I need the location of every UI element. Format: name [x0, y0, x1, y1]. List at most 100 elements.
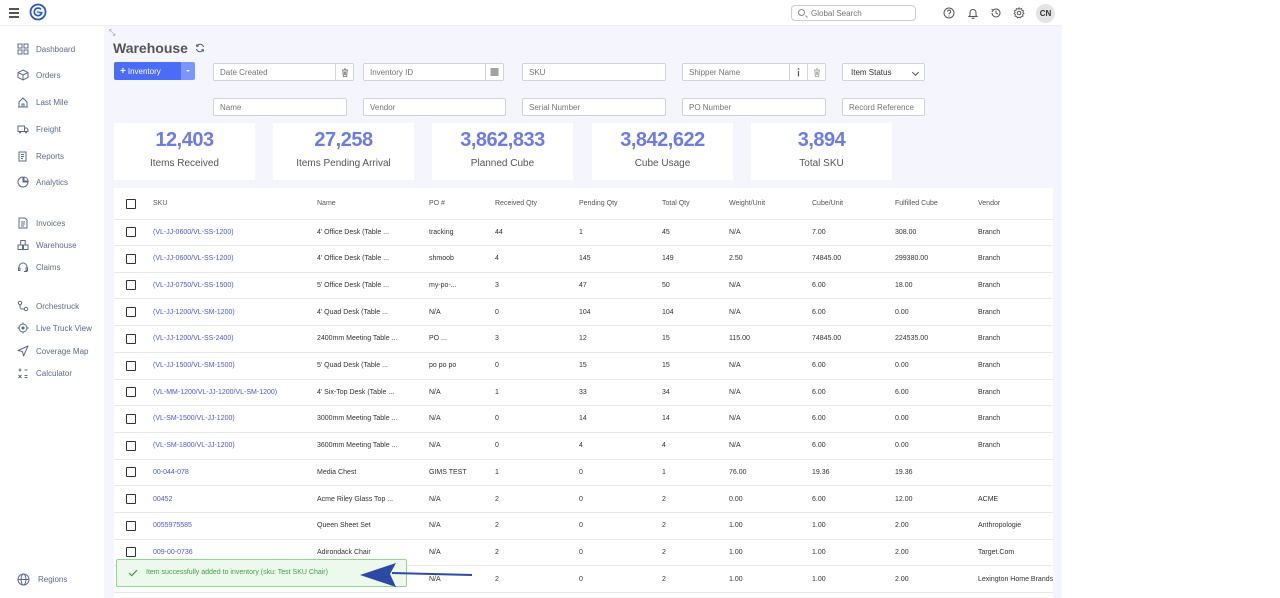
serial-number-input[interactable] [529, 102, 659, 113]
vendor-field[interactable] [363, 98, 506, 116]
row-checkbox[interactable] [126, 387, 136, 398]
record-reference-input[interactable] [849, 102, 918, 113]
user-avatar[interactable]: CN [1036, 4, 1055, 23]
history-icon[interactable] [990, 7, 1002, 19]
sidebar-item-dashboard[interactable]: Dashboard [17, 42, 75, 56]
inventory-dropdown-toggle[interactable] [181, 62, 195, 80]
table-row[interactable]: (VL-JJ-1200/VL-SM-1200) 4' Quad Desk (Tab… [114, 299, 1053, 327]
table-row[interactable]: (VL-JJ-1200/VL-SS-2400) 2400mm Meeting Ta… [114, 326, 1053, 353]
po-number-input[interactable] [689, 102, 819, 113]
table-row[interactable]: (VL-JJ-0750/VL-SS-1500) 5' Office Desk (T… [114, 272, 1053, 300]
column-header-fulfilled-cube[interactable]: Fulfilled Cube [895, 200, 938, 207]
sidebar-item-claims[interactable]: Claims [17, 260, 60, 274]
name-field[interactable] [213, 98, 347, 116]
sku-cell[interactable]: (VL-JJ-0750/VL-SS-1500) [153, 281, 234, 289]
sku-cell[interactable]: 0055975585 [153, 522, 192, 530]
sku-cell[interactable]: 009-00-0736 [153, 548, 193, 556]
column-header-received-qty[interactable]: Received Qty [495, 200, 538, 207]
serial-number-field[interactable] [522, 98, 666, 116]
table-row[interactable]: 0055975585 Queen Sheet Set N/A 2 0 2 1.00 1.00 2… [114, 513, 1053, 540]
shipper-name-input[interactable] [689, 67, 785, 78]
shipper-name-field[interactable] [682, 63, 826, 81]
name-input[interactable] [220, 102, 340, 113]
sidebar-item-invoices[interactable]: Invoices [17, 216, 65, 230]
sidebar-item-reports[interactable]: Reports [17, 149, 64, 163]
row-checkbox[interactable] [126, 520, 136, 531]
row-checkbox[interactable] [126, 467, 136, 478]
sku-field[interactable] [522, 63, 666, 81]
column-header-po[interactable]: PO # [429, 200, 445, 207]
gear-icon[interactable] [1013, 7, 1025, 19]
sidebar-item-live-truck-view[interactable]: Live Truck View [17, 321, 92, 335]
column-header-name[interactable]: Name [317, 200, 336, 207]
row-checkbox[interactable] [126, 227, 136, 237]
column-header-cube-unit[interactable]: Cube/Unit [812, 200, 844, 207]
sku-cell[interactable]: (VL-JJ-0600/VL-SS-1200) [153, 255, 234, 263]
item-status-select[interactable]: Item Status [842, 63, 925, 81]
column-header-weight-unit[interactable]: Weight/Unit [729, 200, 766, 207]
row-checkbox[interactable] [126, 413, 136, 424]
sku-input[interactable] [529, 67, 659, 78]
row-checkbox[interactable] [126, 547, 136, 558]
record-reference-field[interactable] [842, 98, 925, 116]
sidebar-item-coverage-map[interactable]: Coverage Map [17, 344, 88, 358]
table-row[interactable]: (VL-MM-1200/VL-JJ-1200/VL-SM-1200) 4' Six… [114, 379, 1053, 407]
sidebar-item-last-mile[interactable]: Last Mile [17, 95, 68, 109]
table-row[interactable]: (VL-SM-1500/VL-JJ-1200) 3000mm Meeting Ta… [114, 406, 1053, 433]
sidebar-item-orchestruck[interactable]: Orchestruck [17, 299, 79, 313]
sku-cell[interactable]: (VL-JJ-1500/VL-SM-1500) [153, 362, 235, 369]
shipper-info-button[interactable] [789, 64, 807, 80]
table-row[interactable]: (VL-SM-1800/VL-JJ-1200) 3600mm Meeting Ta… [114, 433, 1053, 460]
global-search[interactable] [791, 5, 916, 21]
table-row[interactable]: (VL-JJ-0600/VL-SS-1200) 4' Office Desk (T… [114, 219, 1053, 246]
column-header-vendor[interactable]: Vendor [978, 200, 1001, 207]
clear-shipper-button[interactable] [807, 64, 825, 80]
help-icon[interactable] [943, 7, 955, 19]
sidebar-item-regions[interactable]: Regions [17, 573, 67, 586]
inventory-id-list-button[interactable] [485, 64, 503, 80]
sku-cell[interactable]: (VL-JJ-1200/VL-SM-1200) [153, 308, 235, 316]
row-checkbox[interactable] [126, 440, 136, 451]
sidebar-item-calculator[interactable]: Calculator [17, 366, 72, 380]
add-inventory-button[interactable]: + Inventory [114, 62, 181, 80]
bell-icon[interactable] [967, 7, 979, 19]
date-created-field[interactable] [213, 63, 354, 81]
table-row[interactable]: 009-00-0736 Adirondack Chair N/A 2 0 2 1.00 1.0… [114, 539, 1053, 567]
sku-cell[interactable]: (VL-JJ-1200/VL-SS-2400) [153, 335, 234, 343]
sku-cell[interactable]: 00452 [153, 495, 173, 503]
vendor-input[interactable] [370, 102, 499, 113]
date-created-input[interactable] [220, 67, 324, 78]
sku-cell[interactable]: (VL-MM-1200/VL-JJ-1200/VL-SM-1200) [153, 388, 278, 396]
row-checkbox[interactable] [126, 280, 136, 291]
table-row[interactable]: (VL-JJ-1500/VL-SM-1500) 5' Quad Desk (Tab… [114, 353, 1053, 380]
sidebar-item-freight[interactable]: Freight [17, 122, 61, 136]
sku-cell[interactable]: (VL-JJ-0600/VL-SS-1200) [153, 228, 234, 236]
row-checkbox[interactable] [126, 360, 136, 371]
hamburger-menu-icon[interactable] [9, 8, 19, 18]
sidebar-item-warehouse[interactable]: Warehouse [17, 238, 77, 252]
select-all-checkbox[interactable] [126, 198, 136, 209]
column-header-sku[interactable]: SKU [153, 200, 168, 207]
sku-cell[interactable]: (VL-SM-1800/VL-JJ-1200) [153, 442, 235, 450]
table-row[interactable]: 00-044-078 Media Chest GIMS TEST 1 0 1 76.00 19… [114, 459, 1053, 487]
sku-cell[interactable]: 00-044-078 [153, 468, 189, 476]
row-checkbox[interactable] [126, 253, 136, 264]
table-row[interactable]: 00452 Acme Riley Glass Top ... N/A 2 0 2 0.00 6… [114, 486, 1053, 513]
clear-date-button[interactable] [335, 64, 353, 80]
logo-icon[interactable] [29, 3, 47, 21]
row-checkbox[interactable] [126, 307, 136, 318]
sidebar-item-orders[interactable]: Orders [17, 68, 60, 82]
refresh-icon[interactable] [195, 43, 205, 53]
global-search-input[interactable] [811, 7, 911, 19]
column-header-pending-qty[interactable]: Pending Qty [579, 200, 618, 207]
sku-cell[interactable]: (VL-SM-1500/VL-JJ-1200) [153, 415, 235, 423]
sidebar-item-analytics[interactable]: Analytics [17, 175, 68, 189]
expand-icon[interactable]: ⤡ [109, 28, 116, 37]
table-row[interactable]: (VL-JJ-0600/VL-SS-1200) 4' Office Desk (T… [114, 246, 1053, 273]
po-number-field[interactable] [682, 98, 826, 116]
row-checkbox[interactable] [126, 333, 136, 344]
column-header-total-qty[interactable]: Total Qty [662, 200, 690, 207]
row-checkbox[interactable] [126, 494, 136, 504]
inventory-id-field[interactable] [363, 63, 504, 81]
inventory-id-input[interactable] [370, 67, 474, 78]
